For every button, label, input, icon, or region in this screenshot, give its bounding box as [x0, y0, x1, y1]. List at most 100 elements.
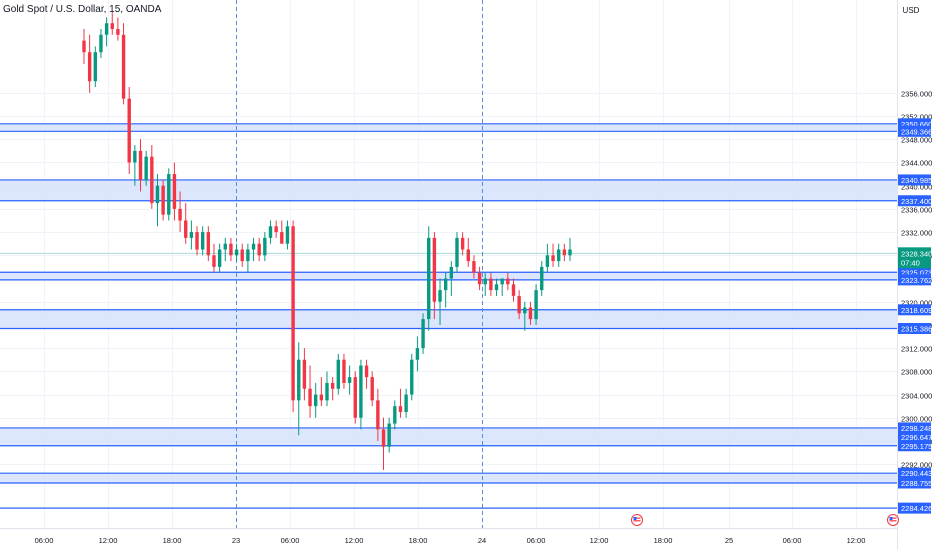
candle-body	[427, 238, 430, 319]
candle-body	[359, 366, 362, 418]
candle-body	[467, 249, 470, 261]
time-tick-label: 12:00	[99, 536, 118, 545]
candle-body	[512, 284, 515, 296]
candle-body	[495, 284, 498, 290]
zone-fill	[0, 428, 897, 446]
time-tick-label: 12:00	[345, 536, 364, 545]
zone-fill	[0, 272, 897, 280]
candle-body	[105, 23, 108, 35]
candle-body	[269, 226, 272, 238]
time-tick-label: 18:00	[163, 536, 182, 545]
candle-body	[195, 232, 198, 249]
time-tick-label: 12:00	[590, 536, 609, 545]
candle-body	[540, 267, 543, 290]
candle-body	[517, 296, 520, 313]
candle-body	[433, 238, 436, 302]
countdown-label: 07:40	[901, 258, 920, 267]
last-price-label: 2328.340	[901, 249, 932, 258]
candle-body	[365, 366, 368, 378]
candle-body	[342, 360, 345, 383]
candle-body	[472, 261, 475, 273]
candle-body	[218, 249, 221, 266]
price-tick-label: 2300.000	[901, 415, 932, 424]
candle-body	[201, 232, 204, 249]
candle-body	[461, 238, 464, 250]
us-flag-icon	[632, 515, 643, 526]
candle-body	[546, 255, 549, 267]
zone-label-bottom: 2295.175	[901, 442, 932, 451]
candle-body	[320, 395, 323, 401]
candle-body	[139, 151, 142, 180]
candle-body	[212, 255, 215, 267]
candle-body	[94, 52, 97, 81]
candle-body	[416, 348, 419, 360]
candle-body	[252, 244, 255, 250]
flag-canton	[890, 517, 893, 520]
candle-body	[116, 29, 119, 35]
candle-body	[190, 232, 193, 238]
candle-body	[337, 360, 340, 389]
zone-label-top: 2318.609	[901, 306, 932, 315]
candle-body	[404, 395, 407, 412]
price-tick-label: 2304.000	[901, 392, 932, 401]
candle-body	[224, 244, 227, 250]
time-tick-label: 06:00	[527, 536, 546, 545]
candle-body	[438, 290, 441, 302]
candle-body	[274, 226, 277, 232]
time-tick-label: 25	[725, 536, 733, 545]
zone-label-bottom: 2323.762	[901, 276, 932, 285]
candle-body	[387, 424, 390, 447]
candle-body	[303, 360, 306, 389]
candle-body	[246, 249, 249, 261]
session-separators	[237, 0, 483, 528]
price-tick-label: 2332.000	[901, 229, 932, 238]
zone-label-top: 2284.426	[901, 504, 932, 513]
candle-body	[455, 238, 458, 267]
candle-body	[478, 273, 481, 285]
candle-body	[371, 377, 374, 400]
price-tick-label: 2312.000	[901, 345, 932, 354]
flag-stripe	[634, 520, 641, 521]
zone-label-top: 2298.248	[901, 424, 932, 433]
us-flag-icon	[888, 515, 899, 526]
candle-body	[557, 249, 560, 261]
candle-body	[314, 395, 317, 407]
candle-body	[156, 186, 159, 203]
extra-price-label: 2296.647	[901, 433, 932, 442]
zone-label-bottom: 2337.400	[901, 197, 932, 206]
time-tick-label: 24	[478, 536, 486, 545]
candle-body	[331, 383, 334, 389]
candle-body	[150, 157, 153, 203]
zone-label-top: 2290.443	[901, 469, 932, 478]
time-tick-label: 06:00	[783, 536, 802, 545]
symbol-title[interactable]: Gold Spot / U.S. Dollar, 15, OANDA	[3, 4, 161, 15]
candle-body	[178, 209, 181, 221]
candle-body	[161, 186, 164, 215]
price-tick-label: 2356.000	[901, 90, 932, 99]
candle-body	[173, 174, 176, 209]
price-tick-label: 2348.000	[901, 136, 932, 145]
candle-body	[133, 151, 136, 163]
candle-body	[376, 400, 379, 429]
candle-body	[529, 308, 532, 320]
candle-body	[506, 279, 509, 285]
candle-body	[534, 290, 537, 319]
candle-body	[410, 360, 413, 395]
candle-body	[382, 429, 385, 446]
candle-body	[297, 360, 300, 401]
flag-stripe	[890, 520, 897, 521]
candle-body	[263, 238, 266, 255]
candle-body	[393, 406, 396, 423]
currency-label: USD	[903, 6, 920, 15]
candle-body	[489, 279, 492, 291]
candle-body	[551, 255, 554, 261]
time-tick-label: 23	[232, 536, 240, 545]
candle-body	[235, 249, 238, 255]
candle-body	[128, 99, 131, 163]
candle-body	[500, 279, 503, 285]
candle-body	[144, 157, 147, 180]
candle-body	[167, 174, 170, 215]
